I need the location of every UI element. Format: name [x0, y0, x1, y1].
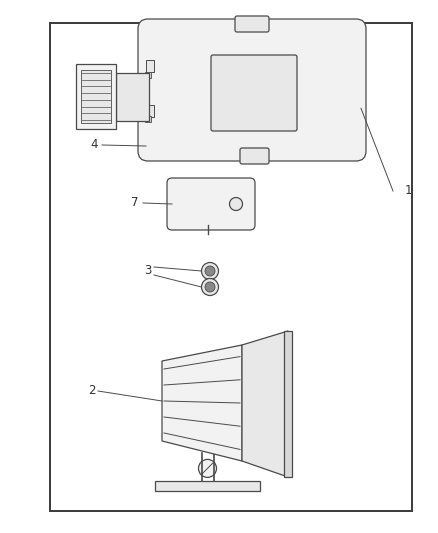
Bar — [81, 70, 111, 123]
Text: 7: 7 — [131, 197, 138, 209]
Circle shape — [205, 282, 215, 292]
Bar — [155, 481, 260, 491]
Circle shape — [201, 262, 219, 279]
Circle shape — [205, 266, 215, 276]
Bar — [146, 60, 154, 72]
Bar — [284, 331, 292, 477]
Bar — [50, 23, 412, 511]
Polygon shape — [242, 331, 288, 477]
FancyBboxPatch shape — [167, 178, 255, 230]
Polygon shape — [162, 345, 242, 461]
Circle shape — [201, 279, 219, 295]
Bar — [146, 105, 154, 117]
Text: 3: 3 — [145, 264, 152, 278]
Bar — [145, 116, 151, 122]
Text: 4: 4 — [90, 139, 98, 151]
Text: 2: 2 — [88, 384, 95, 398]
Text: 1: 1 — [405, 184, 413, 198]
Circle shape — [198, 459, 216, 478]
Bar — [76, 64, 116, 129]
Circle shape — [230, 198, 243, 211]
Bar — [116, 73, 149, 121]
FancyBboxPatch shape — [240, 148, 269, 164]
FancyBboxPatch shape — [138, 19, 366, 161]
FancyBboxPatch shape — [211, 55, 297, 131]
FancyBboxPatch shape — [235, 16, 269, 32]
Bar — [145, 72, 151, 78]
